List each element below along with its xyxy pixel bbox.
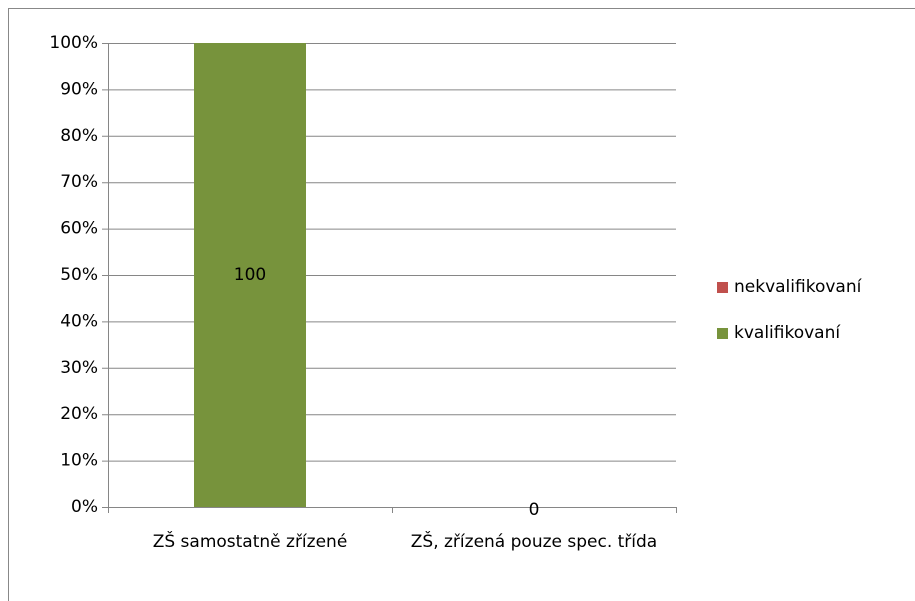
data-label: 100 (234, 265, 266, 285)
y-tick-label: 90% (60, 79, 98, 99)
bar-segment (194, 43, 306, 507)
y-tick-label: 0% (71, 497, 98, 517)
y-tick-label: 40% (60, 311, 98, 331)
legend-swatch (717, 328, 728, 339)
x-tick-label: ZŠ samostatně zřízené (152, 532, 348, 552)
y-tick-label: 50% (60, 265, 98, 285)
y-tick-label: 10% (60, 451, 98, 471)
y-tick-label: 80% (60, 126, 98, 146)
legend-swatch (717, 282, 728, 293)
data-label: 0 (529, 500, 540, 520)
y-tick-label: 20% (60, 404, 98, 424)
x-tick-label: ZŠ, zřízená pouze spec. třída (410, 532, 658, 552)
y-tick-label: 30% (60, 358, 98, 378)
y-tick-label: 70% (60, 172, 98, 192)
y-tick-label: 60% (60, 219, 98, 239)
legend-label: nekvalifikovaní (734, 277, 863, 297)
y-tick-label: 100% (49, 33, 98, 53)
legend-label: kvalifikovaní (734, 323, 841, 343)
